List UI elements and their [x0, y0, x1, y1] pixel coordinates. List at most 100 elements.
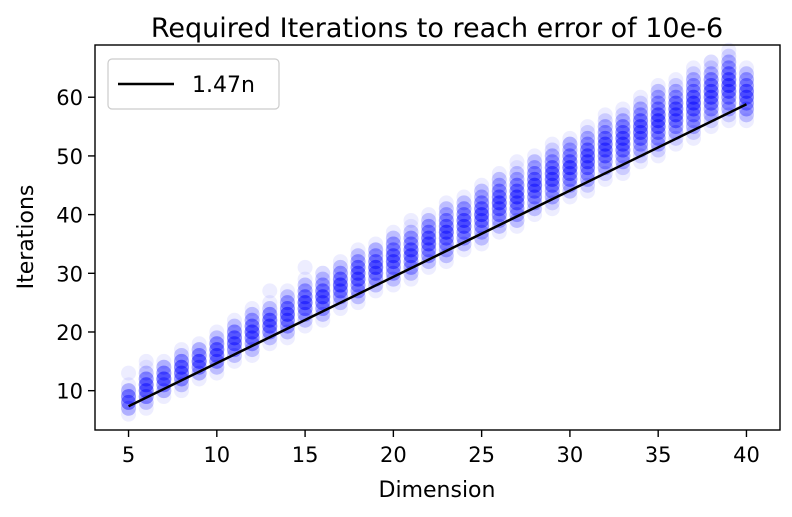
y-axis-label: Iterations [14, 185, 39, 290]
data-point [562, 160, 578, 176]
data-point [244, 330, 260, 346]
data-point [685, 107, 701, 123]
data-point [527, 154, 543, 170]
data-point [509, 189, 525, 205]
data-point [650, 107, 666, 123]
data-point [738, 89, 754, 105]
data-point [721, 89, 737, 105]
data-point [580, 166, 596, 182]
data-point [633, 113, 649, 129]
data-point [597, 148, 613, 164]
data-point [650, 107, 666, 123]
data-point [597, 142, 613, 158]
data-point [509, 212, 525, 228]
data-point [385, 230, 401, 246]
data-point [368, 236, 384, 252]
y-tick-label: 20 [56, 321, 83, 345]
data-point [226, 336, 242, 352]
data-point [385, 259, 401, 275]
data-point [721, 77, 737, 93]
data-point [580, 142, 596, 158]
data-point [544, 171, 560, 187]
data-point [315, 277, 331, 293]
data-point [421, 218, 437, 234]
data-point [597, 136, 613, 152]
data-point [491, 183, 507, 199]
data-point [156, 371, 172, 387]
data-point [474, 212, 490, 228]
data-point [297, 295, 313, 311]
data-point [403, 242, 419, 258]
data-point [615, 130, 631, 146]
data-point [668, 113, 684, 129]
data-point [385, 242, 401, 258]
data-point [509, 201, 525, 217]
data-point [297, 277, 313, 293]
data-point [685, 101, 701, 117]
data-point [226, 336, 242, 352]
data-point [544, 166, 560, 182]
data-point [544, 142, 560, 158]
data-point [421, 218, 437, 234]
data-point [685, 101, 701, 117]
data-point [332, 277, 348, 293]
data-point [721, 54, 737, 70]
data-point [527, 183, 543, 199]
data-point [721, 77, 737, 93]
data-point [332, 283, 348, 299]
data-point [350, 265, 366, 281]
data-point [685, 95, 701, 111]
data-point [597, 124, 613, 140]
data-point [509, 177, 525, 193]
data-point [527, 148, 543, 164]
fit-line [127, 103, 748, 408]
data-point [244, 312, 260, 328]
data-point [509, 171, 525, 187]
data-point [262, 318, 278, 334]
data-point [685, 119, 701, 135]
data-point [474, 212, 490, 228]
data-point [668, 107, 684, 123]
data-point [226, 336, 242, 352]
data-point [209, 336, 225, 352]
data-point [650, 124, 666, 140]
data-point [474, 195, 490, 211]
data-point [580, 160, 596, 176]
data-point [438, 230, 454, 246]
data-point [721, 89, 737, 105]
y-tick-label: 60 [56, 86, 83, 110]
data-point [615, 136, 631, 152]
data-point [121, 383, 137, 399]
data-point [368, 259, 384, 275]
data-point [562, 148, 578, 164]
data-point [315, 283, 331, 299]
data-point [580, 124, 596, 140]
data-point [474, 195, 490, 211]
legend-box [107, 58, 280, 110]
data-point [615, 124, 631, 140]
data-point [668, 95, 684, 111]
data-point [615, 142, 631, 158]
data-point [244, 324, 260, 340]
data-point [615, 136, 631, 152]
data-point [456, 207, 472, 223]
data-point [315, 265, 331, 281]
data-point [685, 107, 701, 123]
data-point [509, 201, 525, 217]
data-point [650, 113, 666, 129]
data-point [279, 324, 295, 340]
data-point [474, 177, 490, 193]
data-point [668, 89, 684, 105]
data-point [226, 324, 242, 340]
data-point [615, 130, 631, 146]
data-point [491, 177, 507, 193]
data-point [297, 301, 313, 317]
data-point [544, 171, 560, 187]
data-point [562, 160, 578, 176]
data-point [597, 119, 613, 135]
data-point [562, 148, 578, 164]
data-point [721, 77, 737, 93]
data-point [580, 148, 596, 164]
data-point [403, 248, 419, 264]
data-point [544, 177, 560, 193]
